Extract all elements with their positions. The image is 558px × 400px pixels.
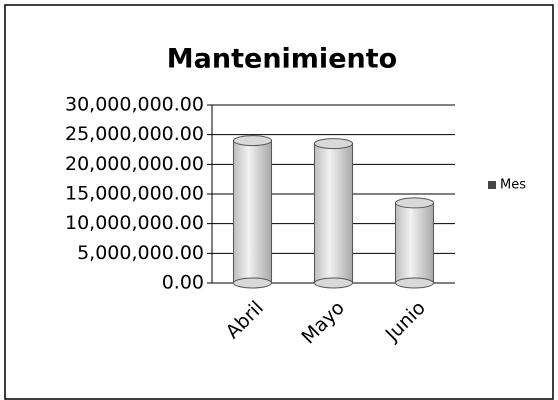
bar (232, 140, 273, 284)
bar (313, 143, 354, 284)
bar (394, 202, 435, 284)
y-tick-label: 25,000,000.00 (65, 123, 204, 145)
y-tick-label: 10,000,000.00 (65, 212, 204, 234)
bar-base (232, 277, 273, 289)
legend-swatch (488, 181, 496, 189)
y-tick-label: 5,000,000.00 (77, 242, 204, 264)
bar-top (232, 135, 273, 147)
y-tick-label: 30,000,000.00 (65, 94, 204, 116)
chart-title: Mantenimiento (167, 44, 397, 75)
legend-label: Mes (500, 178, 526, 193)
y-tick-label: 20,000,000.00 (65, 153, 204, 175)
bar-base (313, 277, 354, 289)
bar-top (313, 138, 354, 150)
y-tick-label: 0.00 (162, 272, 204, 294)
y-tick-label: 15,000,000.00 (65, 183, 204, 205)
bar-top (394, 197, 435, 209)
chart-frame (4, 4, 554, 400)
bar-base (394, 277, 435, 289)
